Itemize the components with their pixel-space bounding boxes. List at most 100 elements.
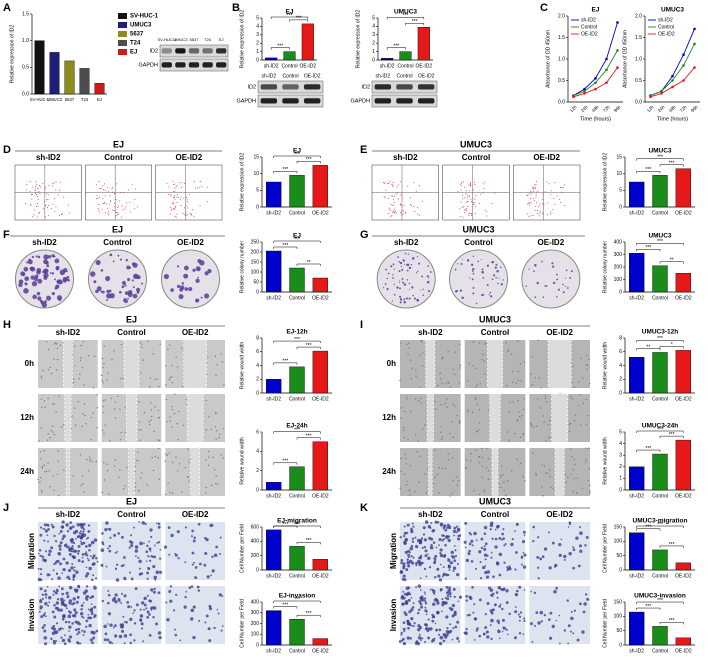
cell-texture [185, 467, 186, 468]
stained-cell [403, 575, 406, 578]
y-tick-label: 0.5 [22, 65, 29, 71]
colony [412, 295, 414, 297]
stained-cell [108, 528, 110, 530]
stained-cell [91, 642, 94, 645]
cell-texture [485, 343, 486, 344]
flow-event [549, 183, 550, 184]
stained-cell [568, 624, 571, 627]
stained-cell [91, 603, 93, 605]
cell-texture [400, 342, 401, 343]
stained-cell [129, 540, 132, 543]
stained-cell [474, 639, 476, 641]
cell-texture [104, 479, 105, 480]
stained-cell [148, 547, 151, 550]
stained-cell [430, 589, 432, 591]
colony [137, 275, 141, 279]
cell-texture [484, 373, 485, 374]
cell-texture [486, 448, 487, 449]
stained-cell [443, 527, 446, 530]
stained-cell [567, 643, 569, 645]
cell-texture [105, 425, 106, 426]
cell-texture [546, 401, 547, 402]
flow-event [181, 187, 182, 188]
cell-texture [96, 427, 97, 428]
cell-texture [406, 481, 407, 482]
flow-event [174, 184, 175, 185]
colony [170, 288, 174, 292]
stained-cell [506, 629, 508, 631]
stained-cell [402, 578, 405, 581]
flow-event [540, 211, 541, 212]
colony [399, 282, 400, 283]
y-tick-label: 0 [256, 57, 259, 63]
y-tick-label: 600 [251, 524, 260, 530]
cell-texture [120, 378, 121, 379]
stained-cell [119, 635, 123, 639]
image-row-label: 12h [20, 413, 34, 422]
flow-event [466, 208, 467, 209]
cell-texture [56, 369, 57, 370]
y-tick-label: 200 [251, 553, 260, 559]
cell-texture [92, 461, 93, 462]
cell-texture [223, 384, 224, 385]
stained-cell [544, 547, 547, 550]
stained-cell [472, 544, 474, 546]
stained-cell [44, 642, 47, 645]
flow-event [480, 194, 481, 195]
cell-texture [530, 373, 531, 374]
stained-cell [464, 522, 467, 525]
colony [472, 292, 474, 294]
stained-cell [491, 612, 494, 615]
flow-event [180, 205, 181, 206]
cell-texture [422, 365, 423, 366]
stained-cell [121, 565, 124, 568]
stained-cell [199, 563, 202, 566]
stained-cell [131, 577, 134, 580]
stained-cell [440, 548, 443, 551]
stained-cell [122, 616, 124, 618]
flow-event [461, 182, 462, 183]
flow-event [555, 204, 556, 205]
stained-cell [523, 633, 525, 635]
bar [629, 253, 644, 292]
cell-texture [477, 404, 478, 405]
cell-texture [415, 434, 416, 435]
flow-event [61, 214, 62, 215]
flow-event [39, 185, 40, 186]
colony [95, 290, 99, 294]
stained-cell [441, 603, 444, 606]
cell-texture [172, 461, 173, 462]
flow-event [172, 203, 173, 204]
legend-swatch [118, 31, 127, 37]
flow-event [553, 198, 554, 199]
colony [106, 299, 108, 301]
colony [406, 297, 408, 299]
flow-event [467, 198, 468, 199]
stained-cell [184, 605, 187, 608]
stained-cell [531, 641, 533, 643]
stained-cell [447, 558, 449, 560]
legend-label: 5637 [130, 32, 144, 38]
stained-cell [448, 592, 451, 595]
stained-cell [453, 527, 456, 530]
flow-event [539, 204, 540, 205]
flow-event [392, 185, 393, 186]
stained-cell [115, 568, 117, 570]
flow-event [34, 210, 35, 211]
cell-texture [452, 368, 453, 369]
stained-cell [158, 523, 160, 525]
stained-cell [168, 590, 171, 593]
stained-cell [85, 620, 88, 623]
stained-cell [53, 604, 56, 607]
flow-event [400, 213, 401, 214]
cell-texture [437, 474, 438, 475]
colony [399, 280, 400, 281]
cell-texture [89, 460, 90, 461]
stained-cell [400, 570, 403, 573]
colony [565, 286, 566, 287]
wound-gap [552, 394, 568, 442]
stained-cell [503, 627, 506, 630]
y-tick-label: 4 [256, 449, 259, 455]
stained-cell [124, 634, 128, 638]
colony [60, 270, 65, 275]
